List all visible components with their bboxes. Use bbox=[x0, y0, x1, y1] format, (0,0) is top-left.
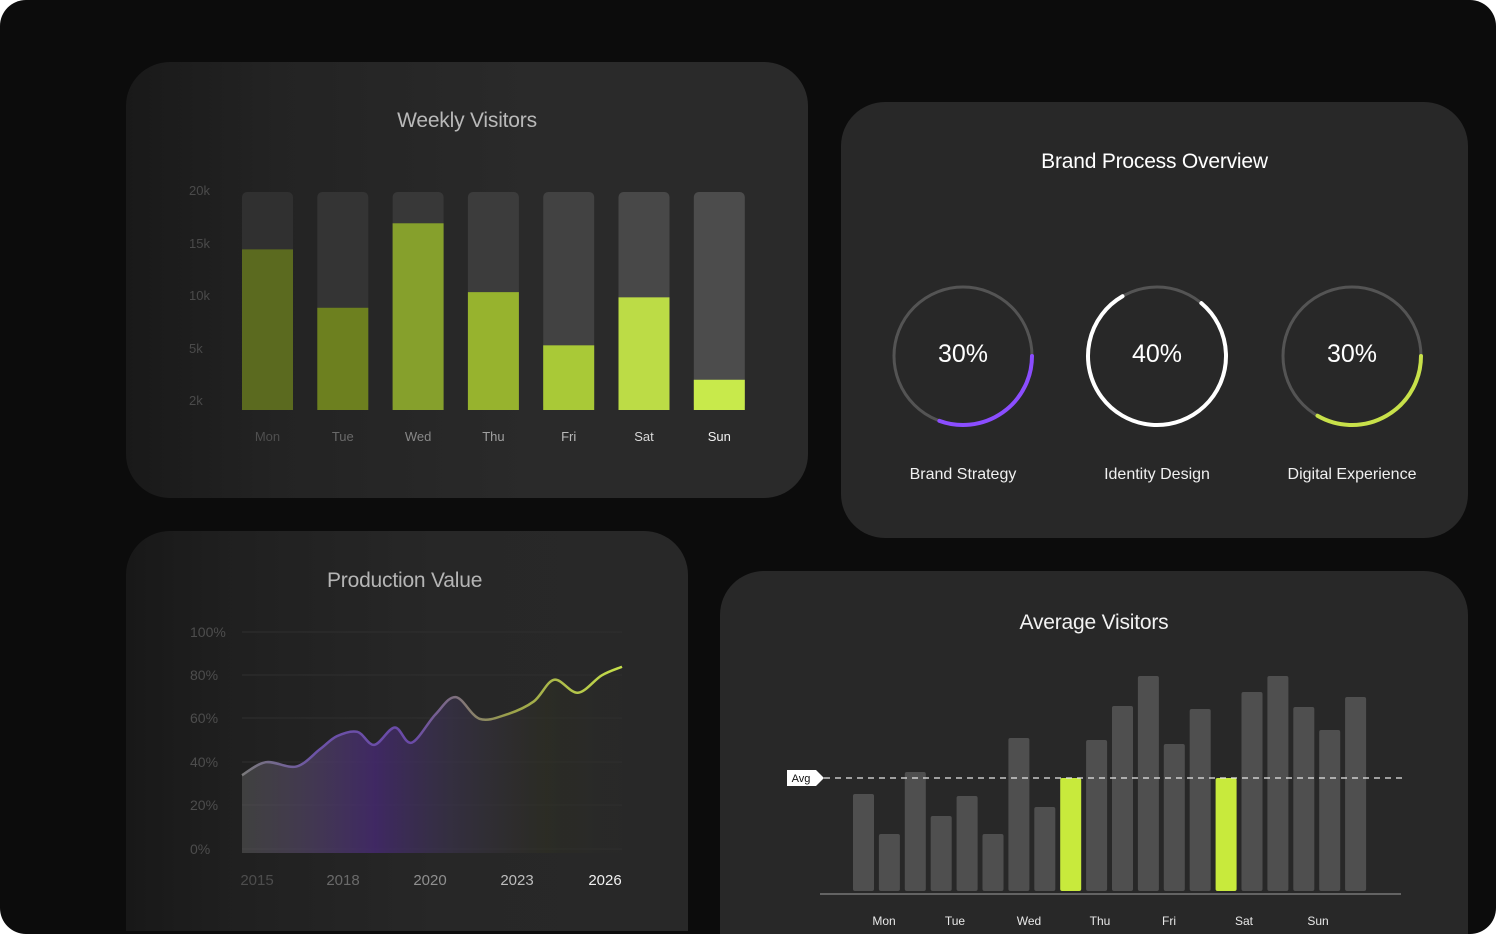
x-tick-label: Fri bbox=[561, 429, 576, 444]
x-tick-label: Mon bbox=[255, 429, 280, 444]
bar bbox=[930, 816, 952, 891]
average-visitors-card: Average Visitors Avg Mon Tue Wed Thu Fri Sat Su… bbox=[720, 571, 1468, 934]
y-tick-label: 60% bbox=[190, 710, 218, 726]
y-tick-label: 10k bbox=[189, 288, 210, 303]
y-tick-label: 15k bbox=[189, 236, 210, 251]
bar bbox=[618, 297, 670, 410]
bar bbox=[693, 379, 745, 410]
bar bbox=[467, 292, 519, 410]
average-visitors-title: Average Visitors bbox=[1019, 611, 1169, 634]
avg-tag bbox=[787, 770, 824, 786]
x-tick-label: Sun bbox=[1307, 914, 1328, 928]
y-tick-label: 100% bbox=[190, 624, 226, 640]
y-tick-label: 40% bbox=[190, 754, 218, 770]
y-tick-label: 0% bbox=[190, 841, 210, 857]
brand-rings-chart bbox=[892, 285, 1423, 427]
y-tick-label: 5k bbox=[189, 341, 203, 356]
x-tick-label: 2020 bbox=[413, 872, 446, 889]
production-value-card: Production Value 100% 80% 60% 40% 20% 0% 2015 2… bbox=[126, 531, 688, 931]
bar bbox=[242, 249, 293, 410]
x-tick-label: 2015 bbox=[240, 872, 273, 889]
bar-track bbox=[693, 192, 745, 410]
area-fill bbox=[242, 666, 622, 853]
x-tick-label: Thu bbox=[482, 429, 504, 444]
weekly-visitors-chart: 20k 15k 10k 5k 2k Mon Tue Wed Thu Fri Sat Sun bbox=[189, 183, 745, 444]
bar bbox=[1137, 676, 1159, 891]
brand-process-title: Brand Process Overview bbox=[1041, 150, 1268, 173]
ring-value-brand-strategy: 30% bbox=[937, 340, 989, 368]
x-tick-label: Mon bbox=[872, 914, 895, 928]
production-value-title: Production Value bbox=[327, 569, 483, 592]
x-tick-label: 2026 bbox=[588, 872, 621, 889]
bar bbox=[543, 345, 595, 410]
bar bbox=[1319, 730, 1341, 891]
avg-label: Avg bbox=[792, 773, 811, 785]
bar bbox=[982, 834, 1004, 891]
x-tick-label: Wed bbox=[1017, 914, 1041, 928]
bar bbox=[1112, 706, 1133, 891]
production-value-chart: 100% 80% 60% 40% 20% 0% 2015 2018 2020 2023 2026 bbox=[190, 624, 623, 889]
bar bbox=[1241, 692, 1263, 891]
x-tick-label: Tue bbox=[332, 429, 354, 444]
x-tick-label: 2023 bbox=[500, 872, 533, 889]
x-tick-label: Thu bbox=[1090, 914, 1111, 928]
ring-label-digital-experience: Digital Experience bbox=[1287, 466, 1417, 483]
bar bbox=[1293, 707, 1315, 891]
ring-value-identity-design: 40% bbox=[1131, 340, 1183, 368]
weekly-visitors-title: Weekly Visitors bbox=[397, 109, 537, 132]
bar-highlighted bbox=[1215, 778, 1237, 891]
x-tick-label: Sun bbox=[708, 429, 731, 444]
ring-progress-arc bbox=[1086, 294, 1228, 427]
bar bbox=[878, 834, 900, 891]
bar bbox=[1008, 738, 1030, 891]
ring-progress-arc bbox=[937, 354, 1034, 427]
bar bbox=[1189, 709, 1211, 891]
bar bbox=[1267, 676, 1289, 891]
bar bbox=[317, 307, 369, 410]
x-tick-label: Sat bbox=[1235, 914, 1254, 928]
average-visitors-chart: Avg Mon Tue Wed Thu Fri Sat Sun bbox=[787, 676, 1402, 928]
brand-process-card: Brand Process Overview 30% 40% 30% Brand… bbox=[841, 102, 1468, 538]
bar bbox=[853, 794, 874, 891]
bar bbox=[1086, 740, 1108, 891]
y-tick-label: 2k bbox=[189, 393, 203, 408]
weekly-visitors-card: Weekly Visitors 20k 15k 10k 5k 2k Mon Tue Wed Th… bbox=[126, 62, 808, 498]
y-tick-label: 80% bbox=[190, 667, 218, 683]
ring-value-digital-experience: 30% bbox=[1326, 340, 1378, 368]
x-tick-label: Tue bbox=[945, 914, 966, 928]
x-tick-label: Fri bbox=[1162, 914, 1176, 928]
bar bbox=[392, 223, 444, 410]
bar bbox=[904, 772, 926, 891]
x-tick-label: 2018 bbox=[326, 872, 359, 889]
y-tick-label: 20% bbox=[190, 797, 218, 813]
bar bbox=[1345, 697, 1367, 891]
bar-highlighted bbox=[1060, 778, 1082, 891]
ring-label-identity-design: Identity Design bbox=[1104, 466, 1210, 483]
ring-label-brand-strategy: Brand Strategy bbox=[909, 466, 1017, 483]
bar bbox=[1163, 744, 1185, 891]
ring-progress-arc bbox=[1315, 354, 1423, 427]
bar bbox=[1034, 807, 1056, 891]
bar bbox=[956, 796, 978, 891]
x-tick-label: Sat bbox=[634, 429, 654, 444]
y-tick-label: 20k bbox=[189, 183, 210, 198]
x-tick-label: Wed bbox=[405, 429, 432, 444]
area-line bbox=[241, 665, 623, 777]
